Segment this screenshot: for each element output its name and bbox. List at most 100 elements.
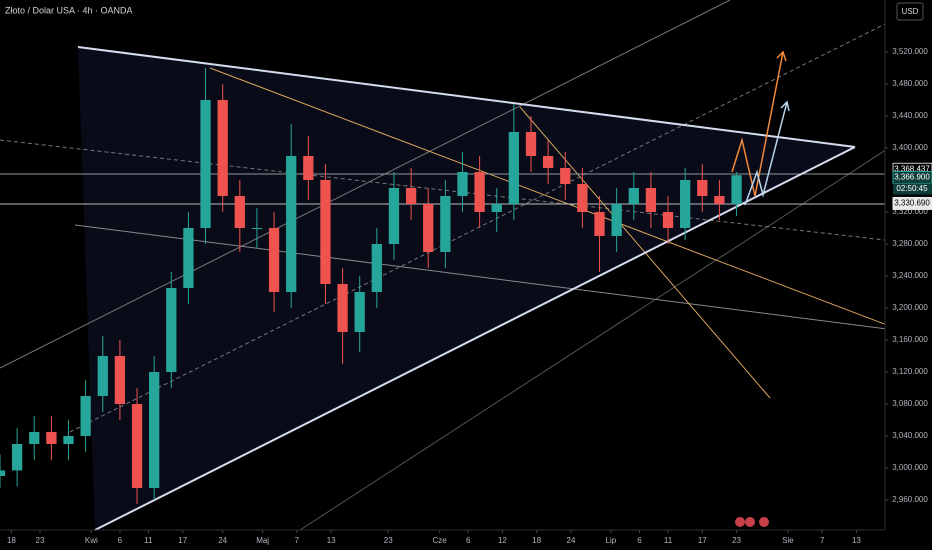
- candle-body: [697, 180, 708, 196]
- candle-body: [560, 168, 571, 184]
- candle-body: [268, 228, 280, 292]
- x-tick-label: 6: [466, 536, 471, 545]
- x-tick-label: 17: [178, 536, 187, 545]
- x-tick-label: 24: [218, 536, 227, 545]
- x-tick-label: 13: [327, 536, 336, 545]
- y-tick-label: 2,960.000: [892, 495, 928, 504]
- y-tick-label: 3,480.000: [892, 79, 928, 88]
- candle-body: [149, 372, 160, 488]
- candle-body: [680, 180, 691, 228]
- event-icon[interactable]: [759, 517, 769, 527]
- x-tick-label: 23: [36, 536, 45, 545]
- x-tick-label: Maj: [256, 536, 269, 545]
- arrow-head: [776, 50, 787, 62]
- chart-title: Złoto / Dolar USA · 4h · OANDA: [5, 5, 133, 15]
- candle-body: [251, 228, 263, 229]
- triangle-top: [77, 46, 856, 148]
- y-tick-label: 3,200.000: [892, 303, 928, 312]
- projection-arrow: [731, 51, 784, 197]
- triangle-bottom: [94, 146, 856, 531]
- price-label: 3,368.437: [894, 164, 930, 173]
- candle-body: [491, 204, 502, 212]
- candle-body: [200, 100, 211, 228]
- x-tick-label: 24: [567, 536, 576, 545]
- currency[interactable]: USD: [902, 7, 919, 16]
- x-tick-label: 11: [664, 536, 673, 545]
- price-label-box: [892, 196, 932, 210]
- candle-body: [423, 204, 434, 252]
- x-tick-label: 12: [498, 536, 507, 545]
- x-tick-label: Kwi: [85, 536, 98, 545]
- candle-body: [217, 100, 228, 196]
- x-tick-label: 7: [295, 536, 300, 545]
- arrow-head: [780, 100, 790, 112]
- candle-body: [320, 180, 331, 284]
- x-tick-label: 6: [637, 536, 642, 545]
- channel-mid: [69, 23, 886, 433]
- y-tick-label: 3,440.000: [892, 111, 928, 120]
- candles: [0, 68, 742, 504]
- y-tick-label: 3,400.000: [892, 143, 928, 152]
- x-tick-label: 23: [732, 536, 741, 545]
- candle-body: [371, 244, 382, 292]
- countdown-box: [893, 183, 932, 195]
- projection-arrow: [744, 101, 788, 206]
- event-icons: [735, 517, 769, 527]
- x-tick-label: 18: [7, 536, 16, 545]
- candle-body: [662, 212, 674, 228]
- y-tick-label: 3,000.000: [892, 463, 928, 472]
- x-tick-label: 6: [118, 536, 123, 545]
- price-label: 3,330.690: [894, 199, 930, 208]
- candle-body: [0, 470, 6, 476]
- candle-body: [508, 132, 520, 204]
- candle-body: [645, 188, 657, 212]
- x-tick-label: 18: [532, 536, 541, 545]
- candle-body: [303, 156, 314, 180]
- x-tick-label: 13: [852, 536, 861, 545]
- event-icon[interactable]: [745, 517, 755, 527]
- candle-body: [11, 444, 23, 471]
- event-icon[interactable]: [735, 517, 745, 527]
- candle-body: [440, 196, 451, 252]
- candle-body: [731, 175, 742, 204]
- candle-body: [611, 204, 622, 236]
- candle-body: [63, 436, 74, 444]
- candle-body: [405, 188, 417, 204]
- y-tick-label: 3,240.000: [892, 271, 928, 280]
- candle-body: [46, 432, 57, 444]
- channel-line: [299, 119, 932, 531]
- candle-body: [542, 156, 554, 168]
- y-tick-label: 3,120.000: [892, 367, 928, 376]
- candle-body: [628, 188, 639, 204]
- channel-line: [0, 0, 731, 369]
- candle-body: [388, 188, 400, 244]
- candle-body: [594, 212, 605, 236]
- candle-body: [114, 356, 126, 404]
- trend-line: [209, 67, 896, 329]
- candle-body: [234, 196, 245, 228]
- candle-body: [131, 404, 143, 488]
- candle-body: [80, 396, 91, 436]
- candle-body: [714, 196, 725, 204]
- candle-body: [183, 228, 194, 288]
- x-tick-label: 23: [384, 536, 393, 545]
- y-tick-label: 3,320.000: [892, 207, 928, 216]
- candle-body: [457, 172, 468, 196]
- x-tick-label: 11: [144, 536, 153, 545]
- price-label: 3,366.900: [894, 173, 930, 182]
- candle-body: [525, 132, 537, 156]
- x-tick-label: Lip: [606, 536, 617, 545]
- candle-body: [286, 156, 297, 292]
- y-tick-label: 3,280.000: [892, 239, 928, 248]
- x-tick-label: 7: [820, 536, 825, 545]
- channel-line: [74, 224, 896, 331]
- x-tick-label: Sie: [782, 536, 794, 545]
- candle-body: [577, 184, 588, 212]
- y-tick-label: 3,520.000: [892, 47, 928, 56]
- channel-mid: [0, 139, 886, 241]
- y-tick-label: 3,080.000: [892, 399, 928, 408]
- candle-body: [337, 284, 348, 332]
- currency-box[interactable]: [896, 2, 924, 21]
- countdown: 02:50:45: [896, 184, 928, 193]
